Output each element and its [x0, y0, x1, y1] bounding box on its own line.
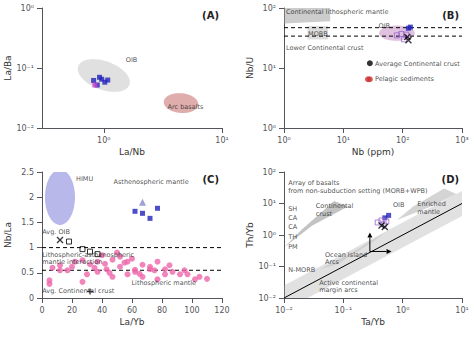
svg-text:10¹: 10¹ — [263, 64, 276, 73]
svg-text:10⁰: 10⁰ — [277, 136, 290, 145]
svg-text:10⁻²: 10⁻² — [275, 306, 293, 315]
svg-text:Continental lithospheric mantl: Continental lithospheric mantle — [286, 8, 388, 16]
svg-text:0: 0 — [39, 306, 44, 315]
svg-text:Lithospheric-asthenospheric: Lithospheric-asthenospheric — [42, 250, 135, 259]
svg-text:10⁻¹: 10⁻¹ — [335, 306, 353, 315]
svg-text:2.5: 2.5 — [21, 168, 34, 177]
svg-text:Nb/La: Nb/La — [3, 222, 13, 248]
svg-text:La/Nb: La/Nb — [119, 147, 145, 157]
svg-text:TH: TH — [287, 233, 297, 241]
svg-text:Pelagic sediments: Pelagic sediments — [375, 75, 434, 83]
svg-text:CA: CA — [288, 223, 298, 231]
svg-text:(A): (A) — [202, 10, 219, 21]
svg-text:10⁰: 10⁰ — [97, 136, 110, 145]
svg-text:10⁻¹: 10⁻¹ — [16, 64, 34, 73]
svg-text:10⁻¹: 10⁻¹ — [258, 262, 276, 271]
svg-text:0.5: 0.5 — [21, 268, 34, 277]
svg-text:10⁰: 10⁰ — [263, 231, 276, 240]
svg-text:10⁰: 10⁰ — [263, 124, 276, 133]
svg-text:Arc basalts: Arc basalts — [168, 103, 204, 111]
svg-text:40: 40 — [97, 306, 107, 315]
svg-text:PM: PM — [288, 243, 298, 251]
svg-text:Lower Continental crust: Lower Continental crust — [286, 44, 364, 52]
svg-text:10¹: 10¹ — [263, 199, 276, 208]
svg-text:100: 100 — [184, 306, 199, 315]
svg-text:Continental: Continental — [315, 202, 354, 211]
svg-text:CA: CA — [288, 214, 298, 222]
svg-text:margin arcs: margin arcs — [319, 286, 358, 294]
svg-text:10¹: 10¹ — [215, 136, 228, 145]
svg-text:from non-subduction setting (M: from non-subduction setting (MORB+WPB) — [288, 187, 427, 195]
svg-text:10⁰: 10⁰ — [21, 4, 34, 13]
svg-text:Active continental: Active continental — [319, 278, 378, 287]
svg-text:20: 20 — [67, 306, 77, 315]
svg-text:MORB: MORB — [308, 30, 328, 38]
svg-text:Enriched: Enriched — [417, 200, 446, 209]
svg-text:10²: 10² — [263, 4, 276, 13]
svg-text:Th/Yb: Th/Yb — [245, 222, 255, 249]
svg-text:Asthenospheric mantle: Asthenospheric mantle — [114, 178, 189, 186]
svg-text:OIB: OIB — [126, 56, 138, 64]
svg-text:mantle: mantle — [417, 208, 440, 216]
svg-text:Array of basalts: Array of basalts — [288, 179, 340, 188]
svg-text:OIB: OIB — [379, 22, 391, 30]
svg-text:2: 2 — [29, 193, 34, 202]
svg-text:Nb/U: Nb/U — [245, 57, 255, 79]
svg-text:60: 60 — [127, 306, 137, 315]
svg-text:Average Continental crust: Average Continental crust — [375, 60, 460, 68]
svg-text:La/Ba: La/Ba — [3, 55, 13, 80]
svg-text:10⁻²: 10⁻² — [258, 294, 276, 303]
svg-text:120: 120 — [214, 306, 229, 315]
svg-text:10⁰: 10⁰ — [396, 306, 409, 315]
svg-text:N-MORB: N-MORB — [288, 266, 315, 274]
svg-text:10⁻²: 10⁻² — [16, 124, 34, 133]
svg-text:1.5: 1.5 — [21, 218, 34, 227]
svg-text:0: 0 — [29, 294, 34, 303]
svg-text:Lithospheric mantle: Lithospheric mantle — [132, 279, 197, 287]
svg-text:SH: SH — [288, 205, 297, 213]
svg-text:(B): (B) — [442, 10, 459, 21]
svg-text:Ta/Yb: Ta/Yb — [360, 317, 385, 327]
svg-text:(D): (D) — [442, 174, 459, 185]
svg-text:Ocean Island: Ocean Island — [325, 250, 368, 259]
svg-text:(C): (C) — [203, 174, 219, 185]
svg-text:Avg. OIB: Avg. OIB — [42, 228, 70, 236]
svg-text:Arcs: Arcs — [325, 258, 340, 266]
svg-text:HIMU: HIMU — [76, 175, 93, 183]
svg-text:10²: 10² — [263, 168, 276, 177]
svg-text:80: 80 — [157, 306, 167, 315]
svg-text:La/Yb: La/Yb — [120, 317, 145, 327]
svg-text:mantle interaction: mantle interaction — [42, 258, 102, 266]
svg-text:Nb (ppm): Nb (ppm) — [352, 147, 395, 157]
svg-text:Avg. Continental crust: Avg. Continental crust — [42, 287, 115, 295]
svg-text:10³: 10³ — [455, 136, 468, 145]
svg-text:10¹: 10¹ — [337, 136, 350, 145]
svg-text:10¹: 10¹ — [455, 306, 468, 315]
svg-text:10²: 10² — [396, 136, 409, 145]
svg-text:OIB: OIB — [393, 201, 405, 209]
svg-text:1: 1 — [29, 243, 34, 252]
svg-text:crust: crust — [316, 210, 333, 218]
